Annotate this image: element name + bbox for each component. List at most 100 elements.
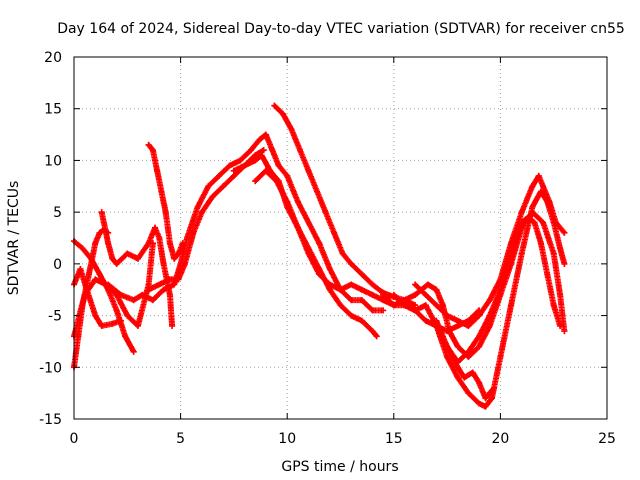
data-point — [98, 209, 105, 216]
data-point — [177, 260, 184, 267]
grid — [74, 57, 607, 419]
data-point — [476, 343, 483, 350]
y-tick-label: 10 — [44, 153, 62, 169]
data-point — [216, 172, 222, 179]
data-point — [230, 167, 237, 174]
data-point — [198, 209, 205, 216]
data-point — [279, 110, 286, 117]
data-point — [220, 183, 227, 190]
x-tick-label: 5 — [176, 431, 185, 447]
plot-frame — [73, 56, 608, 420]
y-axis-label: SDTVAR / TECUs — [6, 181, 22, 296]
data-point — [145, 141, 152, 148]
data-point — [529, 183, 536, 190]
data-point — [390, 302, 397, 309]
data-point — [90, 250, 97, 257]
data-point — [316, 240, 323, 247]
data-point — [535, 172, 542, 179]
data-point — [271, 102, 278, 109]
data-point — [305, 250, 312, 257]
data-point — [529, 204, 536, 210]
data-point — [465, 390, 472, 397]
x-axis-label: GPS time / hours — [281, 459, 398, 475]
data-point — [105, 286, 112, 293]
data-point — [149, 297, 156, 304]
data-point — [412, 281, 419, 288]
data-point — [326, 281, 333, 288]
x-tick-label: 0 — [70, 431, 79, 447]
data-point — [169, 322, 176, 329]
data-point — [518, 209, 525, 216]
data-point — [369, 307, 376, 314]
data-point — [337, 286, 344, 293]
data-point — [105, 281, 112, 288]
data-point — [156, 281, 163, 288]
y-tick-label: -15 — [39, 412, 62, 428]
data-point — [92, 276, 99, 283]
data-point — [433, 286, 440, 293]
data-point — [465, 317, 472, 324]
data-point — [476, 379, 483, 386]
data-point — [130, 348, 137, 355]
data-point — [139, 291, 146, 298]
x-tick-label: 25 — [598, 431, 616, 447]
data-point — [339, 250, 346, 257]
data-point — [476, 312, 483, 319]
data-point — [171, 281, 178, 288]
data-point — [482, 395, 489, 402]
data-point — [260, 147, 267, 154]
data-point — [284, 172, 291, 179]
data-point — [305, 167, 312, 174]
data-point — [75, 333, 82, 340]
data-point — [550, 302, 557, 309]
data-point — [476, 400, 483, 407]
data-point — [190, 229, 197, 236]
data-point — [476, 333, 483, 340]
data-point — [358, 297, 365, 304]
data-point — [145, 286, 152, 293]
data-point — [326, 266, 333, 272]
data-point — [122, 333, 129, 340]
data-point — [96, 229, 103, 236]
data-point — [552, 219, 559, 226]
data-point — [135, 322, 141, 329]
data-point — [166, 276, 173, 283]
data-point — [518, 219, 525, 226]
data-point — [454, 359, 461, 366]
data-point — [256, 136, 263, 143]
data-point — [422, 317, 429, 324]
data-point — [258, 152, 265, 159]
data-point — [518, 250, 525, 257]
series-track-13 — [390, 188, 568, 410]
data-point — [79, 302, 86, 309]
data-points — [71, 102, 568, 410]
data-point — [316, 271, 323, 278]
data-point — [454, 317, 461, 324]
y-tick-label: 20 — [44, 50, 62, 66]
data-point — [401, 302, 408, 309]
data-point — [322, 209, 329, 216]
data-point — [226, 162, 233, 169]
data-point — [488, 395, 495, 402]
data-point — [124, 312, 131, 319]
data-point — [154, 167, 161, 174]
data-point — [497, 286, 504, 293]
data-point — [297, 147, 303, 154]
data-point — [424, 281, 431, 288]
y-tick-label: 15 — [44, 102, 62, 118]
data-point — [348, 260, 355, 267]
data-point — [454, 374, 461, 381]
data-point — [92, 312, 99, 319]
data-point — [252, 157, 259, 164]
series-track-9 — [271, 102, 419, 309]
chart-title: Day 164 of 2024, Sidereal Day-to-day VTE… — [57, 21, 625, 37]
series-track-8 — [105, 131, 387, 314]
data-point — [444, 312, 451, 319]
x-tick-label: 15 — [385, 431, 403, 447]
data-point — [497, 353, 504, 360]
data-point — [422, 302, 429, 309]
data-point — [109, 320, 116, 327]
data-point — [373, 333, 380, 340]
data-point — [446, 328, 453, 335]
data-point — [241, 162, 248, 169]
